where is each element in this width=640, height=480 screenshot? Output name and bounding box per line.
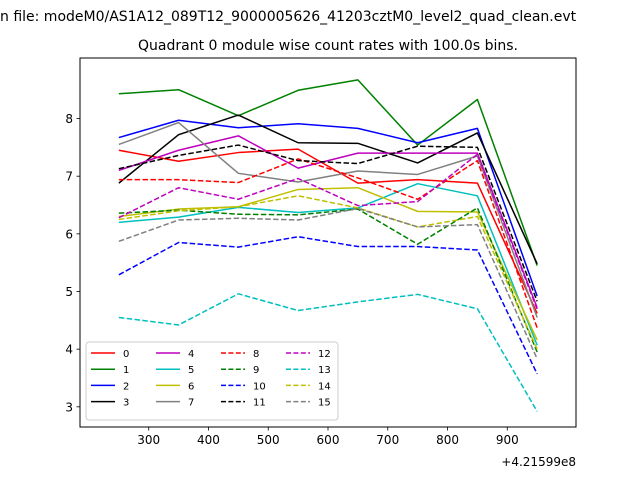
series-line-6 — [118, 186, 538, 341]
legend-label-5: 5 — [188, 365, 194, 376]
legend-label-11: 11 — [253, 398, 266, 409]
series-line-2 — [118, 119, 538, 297]
series-line-1 — [118, 79, 538, 266]
series-line-7 — [118, 121, 538, 318]
x-tick-label: 400 — [197, 433, 220, 447]
series-layer — [118, 79, 538, 412]
x-tick-label: 600 — [317, 433, 340, 447]
y-tick-label: 6 — [65, 227, 73, 241]
legend-label-12: 12 — [318, 349, 331, 360]
series-line-5 — [118, 182, 538, 346]
legend-label-2: 2 — [123, 381, 129, 392]
legend-label-1: 1 — [123, 365, 129, 376]
x-tick-label: 500 — [257, 433, 280, 447]
legend-label-8: 8 — [253, 349, 259, 360]
x-tick-label: 700 — [376, 433, 399, 447]
legend-label-4: 4 — [188, 349, 194, 360]
series-line-4 — [118, 135, 538, 308]
legend-label-15: 15 — [318, 398, 331, 409]
legend-label-9: 9 — [253, 365, 259, 376]
y-tick-label: 3 — [65, 400, 73, 414]
series-line-8 — [118, 158, 538, 329]
legend-label-0: 0 — [123, 349, 129, 360]
x-tick-label: 900 — [496, 433, 519, 447]
chart-title: Quadrant 0 module wise count rates with … — [138, 38, 518, 54]
series-line-13 — [118, 293, 538, 412]
series-line-15 — [118, 207, 538, 360]
file-title: n file: modeM0/AS1A12_089T12_9000005626_… — [0, 9, 577, 25]
x-tick-label: 800 — [436, 433, 459, 447]
y-tick-label: 4 — [65, 343, 73, 357]
series-line-9 — [118, 207, 538, 353]
legend-label-3: 3 — [123, 398, 129, 409]
series-line-0 — [118, 148, 538, 314]
x-axis-offset-label: +4.21599e8 — [501, 455, 576, 469]
series-line-10 — [118, 235, 538, 375]
series-line-11 — [118, 144, 538, 302]
legend-label-10: 10 — [253, 381, 266, 392]
legend-label-14: 14 — [318, 381, 331, 392]
y-tick-label: 7 — [65, 170, 73, 184]
legend-label-13: 13 — [318, 365, 331, 376]
series-line-12 — [118, 153, 538, 310]
legend-box — [85, 341, 339, 421]
legend-label-6: 6 — [188, 381, 194, 392]
y-tick-label: 5 — [65, 285, 73, 299]
x-tick-label: 300 — [137, 433, 160, 447]
axes-layer: 300 400 500 600 700 800 900 3 4 5 6 7 8 — [65, 112, 518, 447]
y-tick-label: 8 — [65, 112, 73, 126]
legend-label-7: 7 — [188, 398, 194, 409]
